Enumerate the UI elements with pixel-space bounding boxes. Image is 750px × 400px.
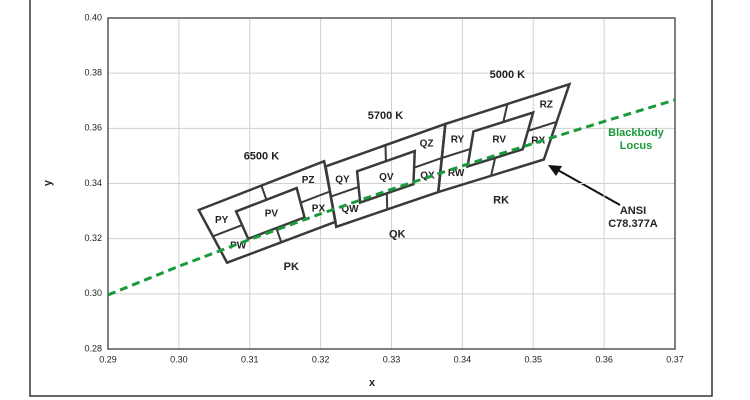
x-tick-label: 0.30 <box>170 354 188 364</box>
center-quadrangle <box>355 149 417 205</box>
x-tick-label: 0.33 <box>383 354 401 364</box>
divider <box>441 147 471 159</box>
x-tick-label: 0.34 <box>454 354 472 364</box>
region-label: QK <box>389 228 406 240</box>
divider <box>260 185 268 201</box>
sub-label: QZ <box>420 138 434 149</box>
arrow-head <box>548 165 562 176</box>
x-tick-label: 0.29 <box>99 354 117 364</box>
y-tick-label: 0.32 <box>84 233 102 243</box>
region-label: RK <box>493 195 509 207</box>
cct-label: 6500 K <box>244 150 280 162</box>
sub-label: QW <box>341 204 359 215</box>
divider <box>490 157 497 176</box>
region-label: PK <box>284 261 299 273</box>
x-axis-label: x <box>369 377 376 389</box>
divider <box>527 120 557 132</box>
sub-label: RZ <box>540 100 553 111</box>
center-label: PV <box>265 209 279 220</box>
center-label: QV <box>379 172 394 183</box>
divider <box>275 227 283 243</box>
plot-border <box>107 17 676 350</box>
y-tick-label: 0.36 <box>84 123 102 133</box>
y-tick-label: 0.34 <box>84 178 102 188</box>
sub-label: PZ <box>302 175 315 186</box>
center-label: RV <box>492 135 506 146</box>
sub-label: PX <box>312 203 326 214</box>
y-tick-label: 0.30 <box>84 288 102 298</box>
arrow-line <box>555 168 621 206</box>
cct-label: 5000 K <box>490 69 526 81</box>
locus-line <box>107 98 676 297</box>
divider <box>502 103 509 123</box>
y-tick-label: 0.38 <box>84 68 102 78</box>
ansi-label: ANSI C78.377A <box>608 205 658 230</box>
x-tick-label: 0.31 <box>241 354 259 364</box>
divider <box>300 190 331 204</box>
sub-label: PW <box>230 240 247 251</box>
quadrangle <box>436 82 572 194</box>
cct-label: 5700 K <box>368 110 404 122</box>
frame <box>29 0 713 397</box>
y-tick-label: 0.28 <box>84 343 102 353</box>
x-tick-label: 0.36 <box>595 354 613 364</box>
center-quadrangle <box>234 186 306 241</box>
x-tick-label: 0.35 <box>524 354 542 364</box>
locus-label: Blackbody Locus <box>608 127 664 152</box>
x-tick-label: 0.32 <box>312 354 330 364</box>
sub-label: QY <box>335 174 350 185</box>
divider <box>330 186 359 198</box>
x-tick-label: 0.37 <box>666 354 684 364</box>
sub-label: PY <box>215 215 229 226</box>
sub-label: RW <box>448 168 465 179</box>
y-tick-label: 0.40 <box>84 12 102 22</box>
sub-label: RY <box>451 134 465 145</box>
center-quadrangle <box>466 110 535 169</box>
divider <box>212 224 243 238</box>
divider <box>413 157 443 169</box>
y-axis-label: y <box>42 179 54 186</box>
